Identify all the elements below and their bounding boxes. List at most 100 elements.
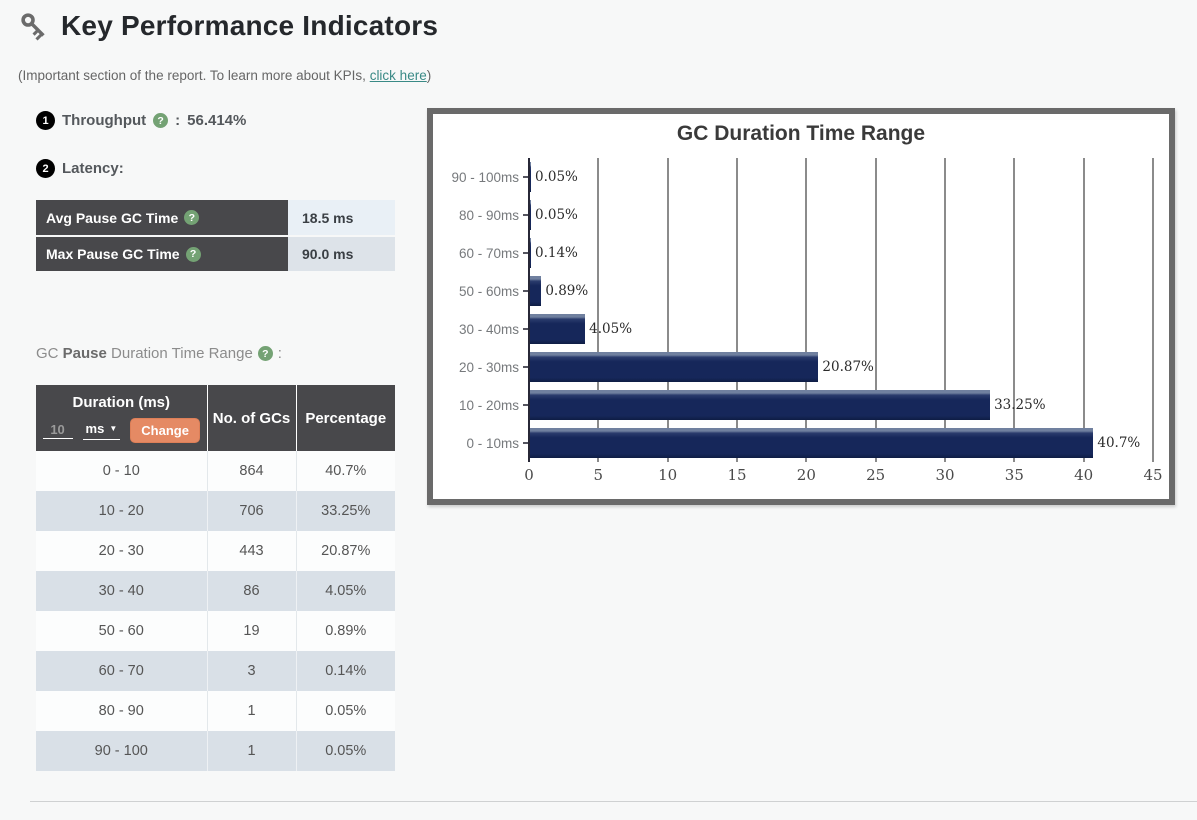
y-tick — [523, 252, 528, 254]
gc-count-cell: 19 — [207, 611, 297, 651]
latency-number-badge: 2 — [36, 159, 55, 178]
bar — [529, 352, 819, 382]
y-tick — [523, 404, 528, 406]
table-row: 20 - 30 443 20.87% — [36, 531, 395, 571]
latency-line: 2 Latency: — [36, 159, 124, 178]
y-tick — [523, 214, 528, 216]
x-axis-label: 10 — [658, 466, 678, 484]
row-label: Avg Pause GC Time? — [36, 200, 288, 237]
bar — [529, 276, 542, 306]
y-axis-label: 30 - 40ms — [458, 321, 519, 337]
percentage-cell: 0.14% — [325, 663, 367, 679]
subtitle-suffix: ) — [426, 68, 432, 83]
chart-body: 90 - 100ms 80 - 90ms 60 - 70ms 50 - 60ms 30 … — [433, 158, 1169, 490]
table-row: 80 - 90 1 0.05% — [36, 691, 395, 731]
duration-column-header: Duration (ms) ms ▼ Change — [36, 385, 208, 451]
table-row: Avg Pause GC Time? 18.5 ms — [36, 200, 395, 237]
help-icon[interactable]: ? — [185, 246, 201, 262]
gc-count-cell: 1 — [207, 691, 297, 731]
gridline — [1013, 158, 1016, 462]
click-here-link[interactable]: click here — [369, 68, 427, 83]
chart-title: GC Duration Time Range — [676, 122, 926, 145]
gc-count-cell: 1 — [207, 731, 297, 771]
table-row: 50 - 60 19 0.89% — [36, 611, 395, 651]
table-row: 90 - 100 1 0.05% — [36, 731, 395, 771]
gc-count-cell: 443 — [207, 531, 297, 571]
duration-cell: 10 - 20 — [36, 491, 208, 531]
key-icon — [18, 10, 50, 42]
percentage-cell: 4.05% — [325, 583, 367, 599]
duration-input[interactable] — [42, 421, 73, 439]
subtitle: (Important section of the report. To lea… — [18, 68, 431, 83]
gc-heading-colon: : — [277, 345, 282, 362]
gridline — [874, 158, 877, 462]
gridline — [944, 158, 946, 462]
help-icon[interactable]: ? — [153, 113, 169, 128]
x-axis-label: 30 — [935, 466, 955, 484]
row-label: Max Pause GC Time? — [36, 236, 288, 273]
latency-label: Latency: — [62, 160, 124, 177]
y-axis-label: 90 - 100ms — [451, 169, 519, 185]
unit-select[interactable]: ms ▼ — [82, 421, 121, 440]
bar-value-label: 20.87% — [822, 359, 874, 375]
change-button[interactable]: Change — [130, 417, 200, 443]
duration-cell: 90 - 100 — [36, 731, 208, 771]
bar-value-label: 0.14% — [535, 245, 578, 261]
gc-count-cell: 706 — [207, 491, 297, 531]
duration-header-label: Duration (ms) — [72, 393, 171, 411]
bar — [529, 200, 531, 230]
y-tick — [523, 176, 528, 178]
gridline — [597, 158, 600, 462]
percentage-cell: 0.89% — [325, 623, 367, 639]
percentage-cell: 0.05% — [325, 703, 367, 719]
table-row: 10 - 20 706 33.25% — [36, 491, 395, 531]
gc-pause-heading: GC Pause Duration Time Range ? : — [36, 345, 282, 362]
table-row: 30 - 40 86 4.05% — [36, 571, 395, 611]
bar — [529, 162, 531, 192]
chart-plot: 0.05% 0.05% 0.14% 0.89% 4.05% 20.87% 33.25% 40.… — [524, 158, 1163, 490]
percentage-column-header: Percentage — [296, 385, 395, 451]
help-icon[interactable]: ? — [184, 210, 200, 225]
page-header: Key Performance Indicators — [18, 10, 438, 42]
bar — [529, 428, 1094, 458]
percentage-cell: 33.25% — [321, 503, 371, 519]
bar-value-label: 0.05% — [535, 207, 578, 223]
y-axis-label: 60 - 70ms — [458, 245, 519, 261]
gc-count-cell: 864 — [207, 451, 297, 491]
chart-x-axis: 0 5 10 15 20 25 30 35 40 45 — [524, 466, 1162, 490]
help-icon[interactable]: ? — [257, 346, 273, 361]
duration-cell: 20 - 30 — [36, 531, 208, 571]
duration-cell: 80 - 90 — [36, 691, 208, 731]
bar-value-label: 40.7% — [1097, 435, 1141, 451]
y-tick — [523, 290, 528, 292]
y-axis-label: 20 - 30ms — [458, 359, 519, 375]
y-axis-label: 10 - 20ms — [458, 397, 519, 413]
duration-cell: 0 - 10 — [36, 451, 208, 491]
y-axis-label: 0 - 10ms — [466, 435, 519, 451]
metric-label: Avg Pause GC Time — [46, 209, 179, 226]
chart-bar-row: 0.89% — [529, 272, 1153, 310]
gc-count-cell: 86 — [207, 571, 297, 611]
y-tick — [523, 366, 528, 368]
gridline — [1082, 158, 1085, 462]
gc-count-column-header: No. of GCs — [207, 385, 297, 451]
throughput-separator: : — [175, 112, 181, 129]
chart-bar-row: 0.05% — [529, 196, 1153, 234]
throughput-value: 56.414% — [187, 112, 247, 129]
duration-cell: 60 - 70 — [36, 651, 208, 691]
table-row: Max Pause GC Time? 90.0 ms — [36, 236, 395, 273]
x-axis-label: 35 — [1004, 466, 1024, 484]
throughput-label: Throughput — [62, 112, 147, 129]
percentage-cell: 40.7% — [325, 463, 367, 479]
duration-cell: 30 - 40 — [36, 571, 208, 611]
x-axis-label: 25 — [866, 466, 886, 484]
gridline — [736, 158, 738, 462]
subtitle-text: (Important section of the report. To lea… — [18, 68, 370, 83]
row-value: 18.5 ms — [288, 200, 395, 237]
duration-cell: 50 - 60 — [36, 611, 208, 651]
gridline — [805, 158, 808, 462]
chart-bar-row: 0.14% — [529, 234, 1153, 272]
chart-panel: GC Duration Time Range 90 - 100ms 80 - 90… — [427, 108, 1175, 505]
chart-bar-row: 20.87% — [529, 348, 1153, 386]
chart-bar-row: 33.25% — [529, 386, 1153, 424]
